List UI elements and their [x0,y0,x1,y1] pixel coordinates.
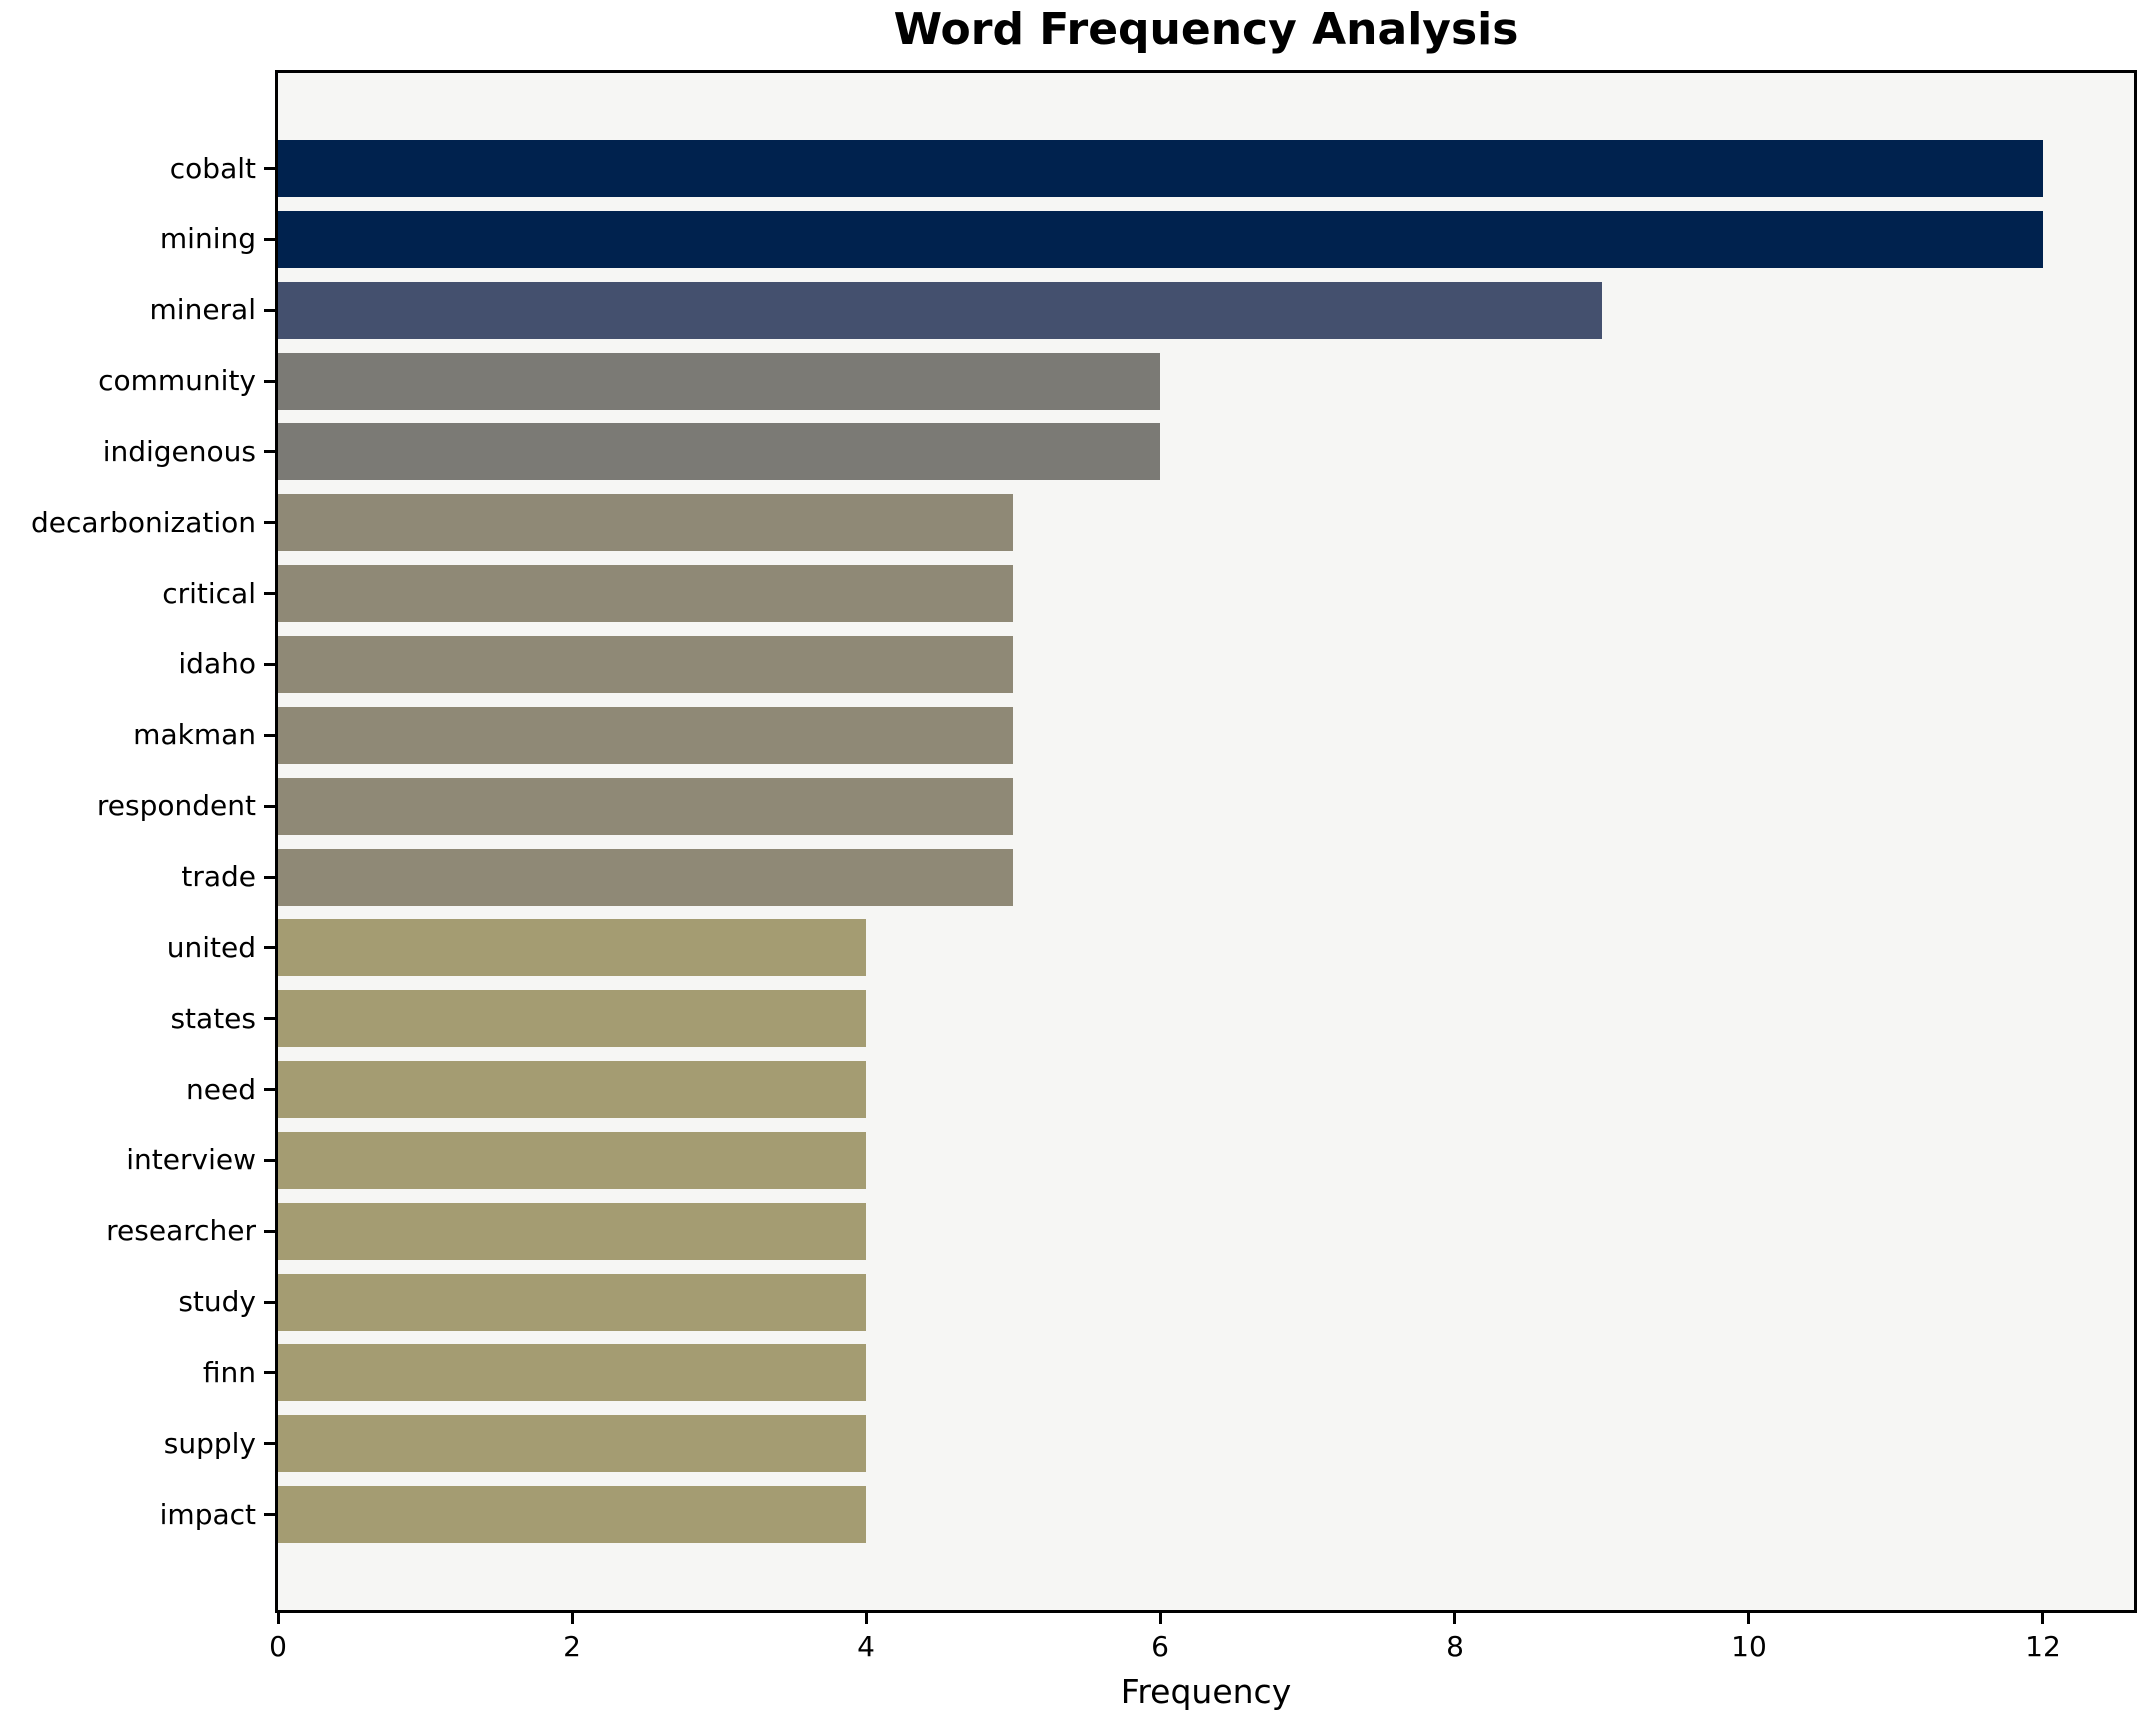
y-tick-mark [264,309,275,312]
y-tick-mark [264,1301,275,1304]
x-tick-label-12: 12 [2025,1630,2061,1663]
x-tick-label-6: 6 [1151,1630,1169,1663]
x-tick-label-4: 4 [857,1630,875,1663]
y-tick-mark [264,1230,275,1233]
bar-mineral [278,281,1602,339]
y-tick-label-community: community [98,364,256,397]
bar-mining [278,210,2043,268]
x-tick-label-10: 10 [1731,1630,1767,1663]
y-tick-label-mineral: mineral [149,293,256,326]
y-tick-mark [264,1442,275,1445]
bar-interview [278,1131,866,1189]
y-tick-label-cobalt: cobalt [169,152,256,185]
bar-researcher [278,1202,866,1260]
bar-united [278,919,866,977]
bar-states [278,990,866,1048]
x-tick-mark-6 [1159,1613,1162,1624]
y-tick-label-finn: finn [202,1356,256,1389]
y-tick-mark [264,592,275,595]
y-tick-label-united: united [166,931,256,964]
bar-impact [278,1486,866,1544]
y-tick-mark [264,238,275,241]
x-tick-mark-12 [2041,1613,2044,1624]
bar-decarbonization [278,494,1013,552]
y-tick-mark [264,663,275,666]
y-tick-label-researcher: researcher [106,1214,256,1247]
x-tick-mark-2 [571,1613,574,1624]
x-tick-mark-8 [1453,1613,1456,1624]
bar-study [278,1273,866,1331]
y-tick-mark [264,805,275,808]
y-tick-label-interview: interview [126,1143,256,1176]
bar-finn [278,1344,866,1402]
y-tick-mark [264,1017,275,1020]
y-tick-label-supply: supply [163,1427,256,1460]
y-tick-mark [264,167,275,170]
y-tick-label-need: need [186,1073,256,1106]
bar-idaho [278,635,1013,693]
y-tick-label-indigenous: indigenous [102,435,256,468]
x-tick-label-0: 0 [269,1630,287,1663]
bar-respondent [278,777,1013,835]
bar-cobalt [278,140,2043,197]
y-tick-label-decarbonization: decarbonization [31,506,256,539]
bar-community [278,352,1160,410]
bar-supply [278,1415,866,1473]
x-tick-mark-0 [277,1613,280,1624]
y-tick-mark [264,734,275,737]
bar-need [278,1061,866,1119]
x-tick-mark-10 [1747,1613,1750,1624]
y-tick-mark [264,380,275,383]
x-tick-mark-4 [865,1613,868,1624]
bar-trade [278,848,1013,906]
y-tick-label-makman: makman [133,718,256,751]
y-tick-mark [264,450,275,453]
plot-area [275,70,2137,1613]
y-tick-mark [264,876,275,879]
x-axis-label: Frequency [1120,1672,1292,1711]
y-tick-label-mining: mining [159,222,256,255]
y-tick-mark [264,1088,275,1091]
y-tick-label-study: study [178,1285,256,1318]
y-tick-label-trade: trade [181,860,256,893]
y-tick-label-states: states [170,1002,256,1035]
y-tick-label-critical: critical [162,577,256,610]
bar-critical [278,565,1013,623]
x-tick-label-2: 2 [563,1630,581,1663]
y-tick-label-respondent: respondent [96,789,256,822]
y-tick-label-impact: impact [159,1498,256,1531]
y-tick-mark [264,521,275,524]
chart-title: Word Frequency Analysis [893,4,1519,55]
y-tick-mark [264,1159,275,1162]
y-tick-mark [264,1371,275,1374]
y-tick-mark [264,946,275,949]
y-tick-label-idaho: idaho [178,647,256,680]
y-tick-mark [264,1513,275,1516]
x-tick-label-8: 8 [1446,1630,1464,1663]
bar-indigenous [278,423,1160,481]
bar-makman [278,706,1013,764]
